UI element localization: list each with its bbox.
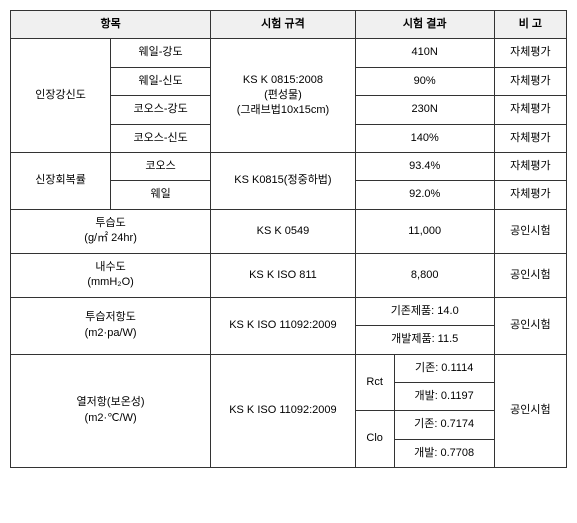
cell-note: 공인시험 <box>494 297 566 354</box>
cell-label: 투습도(g/㎡ 24hr) <box>11 209 211 253</box>
cell-result: 230N <box>355 96 494 124</box>
spec-table: 항목 시험 규격 시험 결과 비 고 인장강신도 웨일-강도 KS K 0815… <box>10 10 567 468</box>
cell-label: 내수도(mmH₂O) <box>11 253 211 297</box>
cell-result: 8,800 <box>355 253 494 297</box>
cell-note: 자체평가 <box>494 152 566 180</box>
header-spec: 시험 규격 <box>211 11 356 39</box>
cell-note: 자체평가 <box>494 39 566 67</box>
cell-group-label: 인장강신도 <box>11 39 111 153</box>
cell-group-label: 신장회복률 <box>11 152 111 209</box>
cell-result: 기존: 0.1114 <box>394 354 494 382</box>
cell-note: 공인시험 <box>494 209 566 253</box>
cell-result: 11,000 <box>355 209 494 253</box>
cell-result: 93.4% <box>355 152 494 180</box>
table-row: 내수도(mmH₂O) KS K ISO 811 8,800 공인시험 <box>11 253 567 297</box>
cell-label: 투습저항도(m2·pa/W) <box>11 297 211 354</box>
cell-spec: KS K ISO 11092:2009 <box>211 354 356 468</box>
cell-result: 기존제품: 14.0 <box>355 297 494 325</box>
header-item: 항목 <box>11 11 211 39</box>
cell-spec: KS K 0815:2008(편성물)(그래브법10x15cm) <box>211 39 356 153</box>
cell-subgroup: Rct <box>355 354 394 411</box>
cell-result: 개발: 0.7708 <box>394 439 494 467</box>
cell-result: 개발: 0.1197 <box>394 382 494 410</box>
cell-spec: KS K ISO 811 <box>211 253 356 297</box>
cell-sublabel: 코오스-신도 <box>111 124 211 152</box>
cell-sublabel: 웨일-신도 <box>111 67 211 95</box>
table-row: 열저항(보온성)(m2·℃/W) KS K ISO 11092:2009 Rct… <box>11 354 567 382</box>
cell-sublabel: 웨일-강도 <box>111 39 211 67</box>
header-result: 시험 결과 <box>355 11 494 39</box>
cell-subgroup: Clo <box>355 411 394 468</box>
cell-label: 열저항(보온성)(m2·℃/W) <box>11 354 211 468</box>
cell-sublabel: 코오스 <box>111 152 211 180</box>
header-note: 비 고 <box>494 11 566 39</box>
table-row: 투습저항도(m2·pa/W) KS K ISO 11092:2009 기존제품:… <box>11 297 567 325</box>
cell-result: 90% <box>355 67 494 95</box>
cell-note: 공인시험 <box>494 354 566 468</box>
cell-spec: KS K 0549 <box>211 209 356 253</box>
cell-spec: KS K0815(정중하법) <box>211 152 356 209</box>
cell-note: 자체평가 <box>494 67 566 95</box>
cell-result: 92.0% <box>355 181 494 209</box>
table-row: 투습도(g/㎡ 24hr) KS K 0549 11,000 공인시험 <box>11 209 567 253</box>
table-row: 신장회복률 코오스 KS K0815(정중하법) 93.4% 자체평가 <box>11 152 567 180</box>
cell-result: 개발제품: 11.5 <box>355 326 494 354</box>
cell-note: 자체평가 <box>494 124 566 152</box>
cell-sublabel: 웨일 <box>111 181 211 209</box>
cell-result: 기존: 0.7174 <box>394 411 494 439</box>
cell-sublabel: 코오스-강도 <box>111 96 211 124</box>
cell-result: 140% <box>355 124 494 152</box>
cell-spec: KS K ISO 11092:2009 <box>211 297 356 354</box>
cell-note: 자체평가 <box>494 96 566 124</box>
cell-note: 자체평가 <box>494 181 566 209</box>
cell-note: 공인시험 <box>494 253 566 297</box>
table-row: 인장강신도 웨일-강도 KS K 0815:2008(편성물)(그래브법10x1… <box>11 39 567 67</box>
header-row: 항목 시험 규격 시험 결과 비 고 <box>11 11 567 39</box>
cell-result: 410N <box>355 39 494 67</box>
